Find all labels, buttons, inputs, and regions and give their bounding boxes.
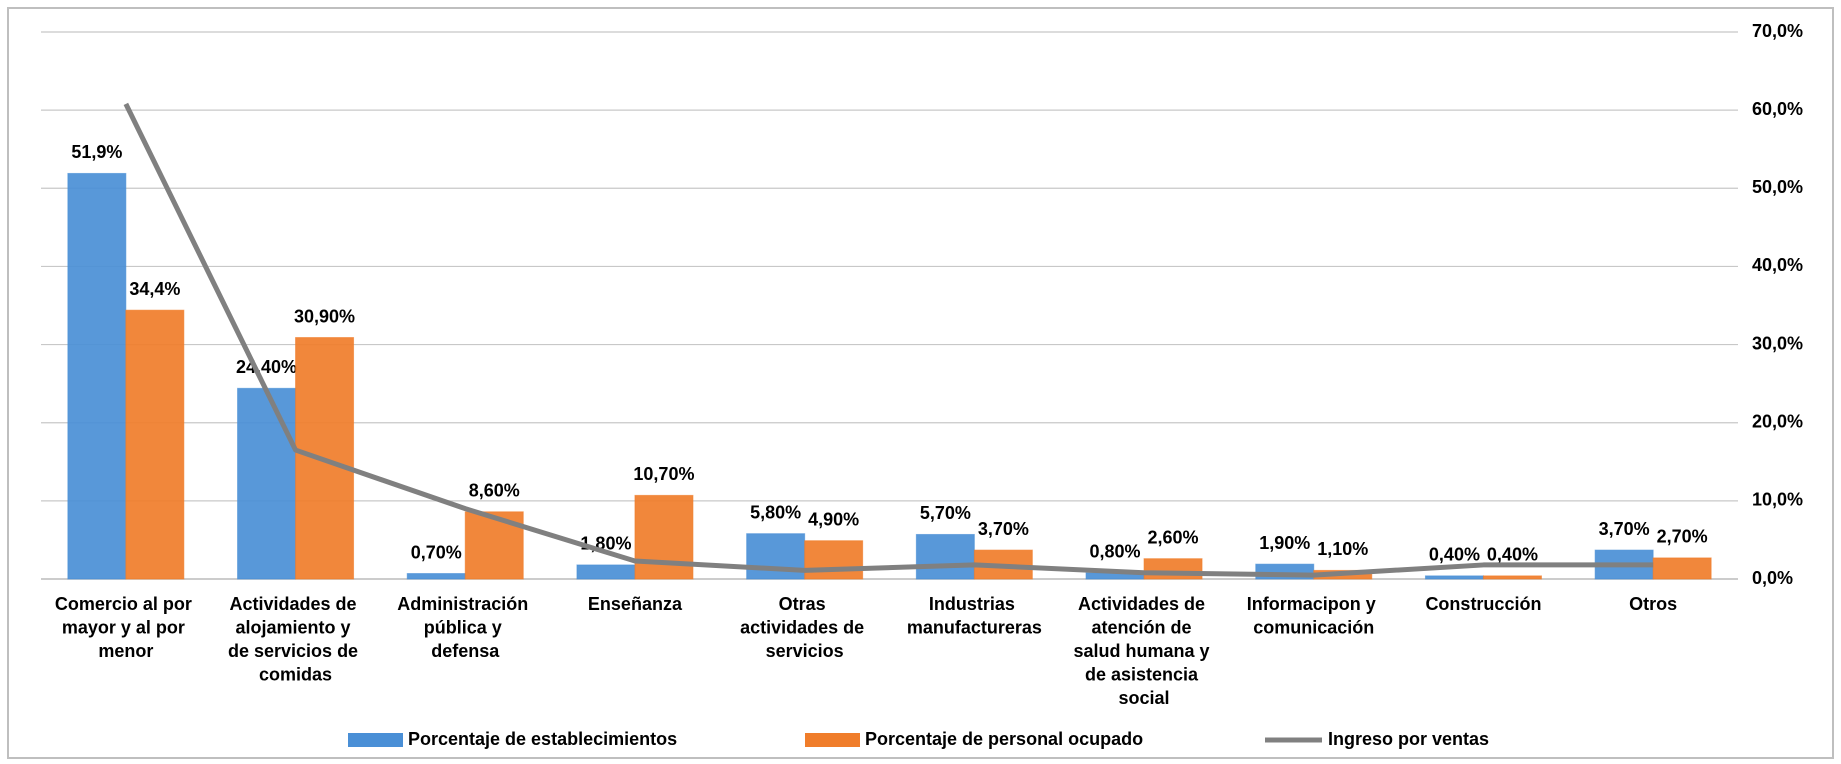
y-tick-label: 60,0%: [1752, 99, 1803, 119]
bar: [634, 494, 694, 580]
data-label: 0,40%: [1429, 545, 1480, 565]
x-tick-label: Actividades de atención de salud humana …: [1074, 594, 1215, 708]
x-tick-label: Comercio al por mayor y al por menor: [55, 594, 197, 661]
data-label: 10,70%: [633, 464, 694, 484]
bar: [1652, 557, 1712, 580]
bar: [406, 573, 466, 580]
bar: [915, 533, 975, 580]
data-label: 1,10%: [1317, 539, 1368, 559]
data-label: 4,90%: [808, 509, 859, 529]
chart-border: [7, 7, 1834, 759]
data-label: 5,80%: [750, 502, 801, 522]
bar: [1143, 558, 1203, 580]
bar: [67, 172, 127, 580]
y-tick-label: 10,0%: [1752, 490, 1803, 510]
bar: [464, 511, 524, 580]
x-tick-label: Construcción: [1425, 594, 1541, 614]
x-tick-label: Informacipon y comunicación: [1247, 594, 1381, 638]
bar: [576, 564, 636, 580]
bar: [804, 540, 864, 580]
data-label: 2,70%: [1657, 527, 1708, 547]
data-label: 5,70%: [920, 503, 971, 523]
x-tick-label: Industrias manufactureras: [907, 594, 1042, 638]
data-label: 34,4%: [129, 279, 180, 299]
bar: [1482, 575, 1542, 580]
legend-swatch: [348, 733, 403, 747]
data-label: 3,70%: [978, 519, 1029, 539]
data-label: 24,40%: [236, 357, 297, 377]
legend-label: Ingreso por ventas: [1328, 729, 1489, 749]
data-label: 2,60%: [1148, 527, 1199, 547]
x-tick-label: Otros: [1629, 594, 1677, 614]
x-tick-label: Otras actividades de servicios: [740, 594, 869, 661]
data-label: 0,70%: [411, 542, 462, 562]
data-label: 30,90%: [294, 306, 355, 326]
y-tick-label: 40,0%: [1752, 255, 1803, 275]
x-tick-label: Enseñanza: [588, 594, 683, 614]
y-tick-label: 20,0%: [1752, 411, 1803, 431]
data-label: 0,40%: [1487, 545, 1538, 565]
legend-label: Porcentaje de personal ocupado: [865, 729, 1143, 749]
bar: [125, 309, 185, 580]
bar: [1424, 575, 1484, 580]
legend-label: Porcentaje de establecimientos: [408, 729, 677, 749]
y-tick-label: 50,0%: [1752, 177, 1803, 197]
data-label: 51,9%: [71, 142, 122, 162]
bar: [237, 387, 297, 580]
y-tick-label: 30,0%: [1752, 333, 1803, 353]
data-label: 1,90%: [1259, 533, 1310, 553]
legend-swatch: [805, 733, 860, 747]
data-label: 8,60%: [469, 481, 520, 501]
x-tick-label: Actividades de alojamiento y de servicio…: [228, 594, 363, 685]
data-label: 3,70%: [1599, 519, 1650, 539]
y-tick-label: 0,0%: [1752, 568, 1793, 588]
line: [123, 102, 1654, 578]
x-tick-label: Administración pública y defensa: [397, 594, 533, 661]
y-tick-label: 70,0%: [1752, 21, 1803, 41]
data-label: 0,80%: [1090, 541, 1141, 561]
